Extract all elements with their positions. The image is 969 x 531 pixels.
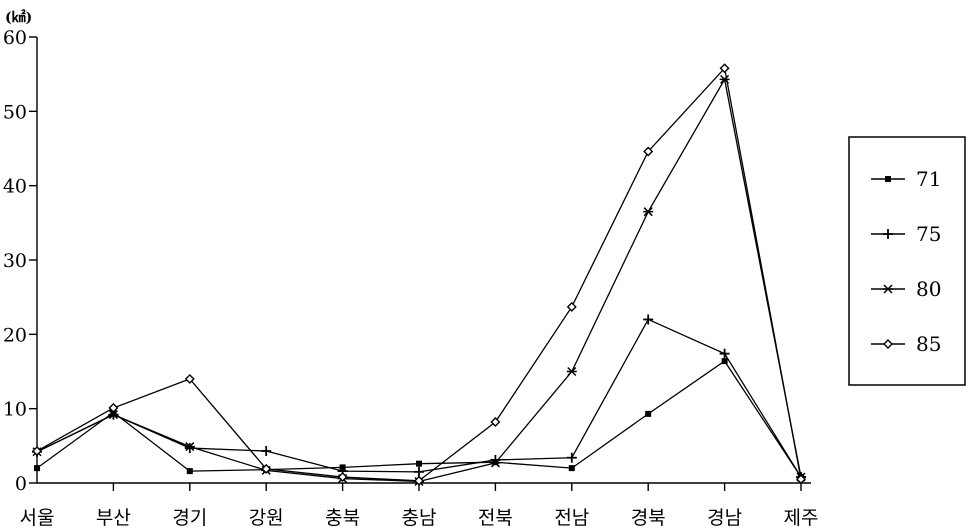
legend-label: 71 [916, 167, 941, 191]
x-category-label: 전남 [554, 507, 589, 529]
series-group [32, 63, 806, 487]
data-point-diamond [108, 402, 119, 413]
axes [36, 37, 811, 484]
x-category-label: 충남 [402, 507, 437, 529]
y-tick-label: 30 [3, 250, 27, 272]
data-point-square [186, 468, 193, 475]
y-axis-unit-label: (㎢) [5, 9, 32, 26]
data-point-star [490, 458, 501, 468]
data-point-plus [719, 348, 730, 359]
data-point-square [645, 410, 652, 417]
series-line-75 [36, 318, 802, 478]
data-point-diamond [32, 446, 42, 457]
y-tick-label: 60 [3, 27, 27, 49]
legend-item-75: 75 [871, 222, 941, 246]
x-axis-ticks: 서울 부산 경기 강원 충북 충남 전북 전남 경북 경남 제주 [20, 483, 819, 529]
data-point-plus [643, 314, 654, 325]
data-point-diamond [337, 472, 348, 483]
data-point-star [566, 366, 577, 377]
legend: 71 75 80 85 [848, 136, 966, 386]
data-point-diamond [566, 301, 577, 312]
data-point-diamond [719, 63, 730, 74]
data-point-plus [261, 446, 272, 457]
data-point-diamond [261, 463, 272, 474]
data-point-square [885, 176, 891, 182]
data-point-diamond [883, 339, 893, 349]
legend-item-71: 71 [871, 167, 941, 191]
data-point-diamond [796, 474, 806, 485]
data-point-star [184, 442, 195, 452]
x-category-label: 서울 [20, 507, 55, 529]
legend-label: 80 [916, 277, 941, 301]
x-category-label: 부산 [96, 507, 131, 529]
y-tick-label: 50 [3, 101, 27, 123]
data-point-square [721, 358, 728, 365]
x-category-label: 제주 [784, 507, 819, 529]
data-point-star [108, 410, 119, 420]
series-71 [34, 358, 804, 481]
x-category-label: 경기 [172, 507, 207, 529]
data-point-diamond [643, 146, 654, 157]
y-tick-label: 10 [3, 399, 27, 421]
series-85 [32, 63, 806, 486]
y-tick-label: 40 [3, 176, 27, 198]
series-75 [32, 314, 806, 483]
data-point-square [416, 460, 422, 467]
x-category-label: 전북 [478, 507, 513, 529]
x-category-label: 경북 [631, 507, 666, 529]
data-point-plus [566, 452, 577, 463]
legend-box [848, 136, 966, 386]
data-point-plus [883, 229, 893, 239]
data-point-plus [414, 466, 424, 477]
data-point-diamond [490, 417, 501, 428]
data-point-diamond [184, 373, 195, 384]
data-point-square [34, 465, 40, 472]
y-tick-label: 20 [3, 324, 27, 346]
data-point-diamond [414, 475, 424, 486]
legend-item-80: 80 [871, 277, 941, 301]
x-category-label: 경남 [707, 507, 742, 529]
legend-label: 85 [916, 332, 941, 356]
x-category-label: 충북 [325, 507, 360, 529]
series-line-71 [36, 360, 802, 478]
y-tick-label: 0 [15, 473, 27, 495]
y-axis-ticks: 0 10 20 30 40 50 60 [3, 27, 37, 495]
legend-item-85: 85 [871, 332, 941, 356]
series-line-85 [36, 66, 802, 482]
series-line-80 [36, 77, 802, 483]
series-80 [32, 74, 806, 487]
legend-label: 75 [916, 222, 941, 246]
data-point-square [568, 465, 575, 472]
x-category-label: 강원 [249, 507, 284, 529]
data-point-star [883, 284, 893, 294]
data-point-star [643, 207, 654, 217]
